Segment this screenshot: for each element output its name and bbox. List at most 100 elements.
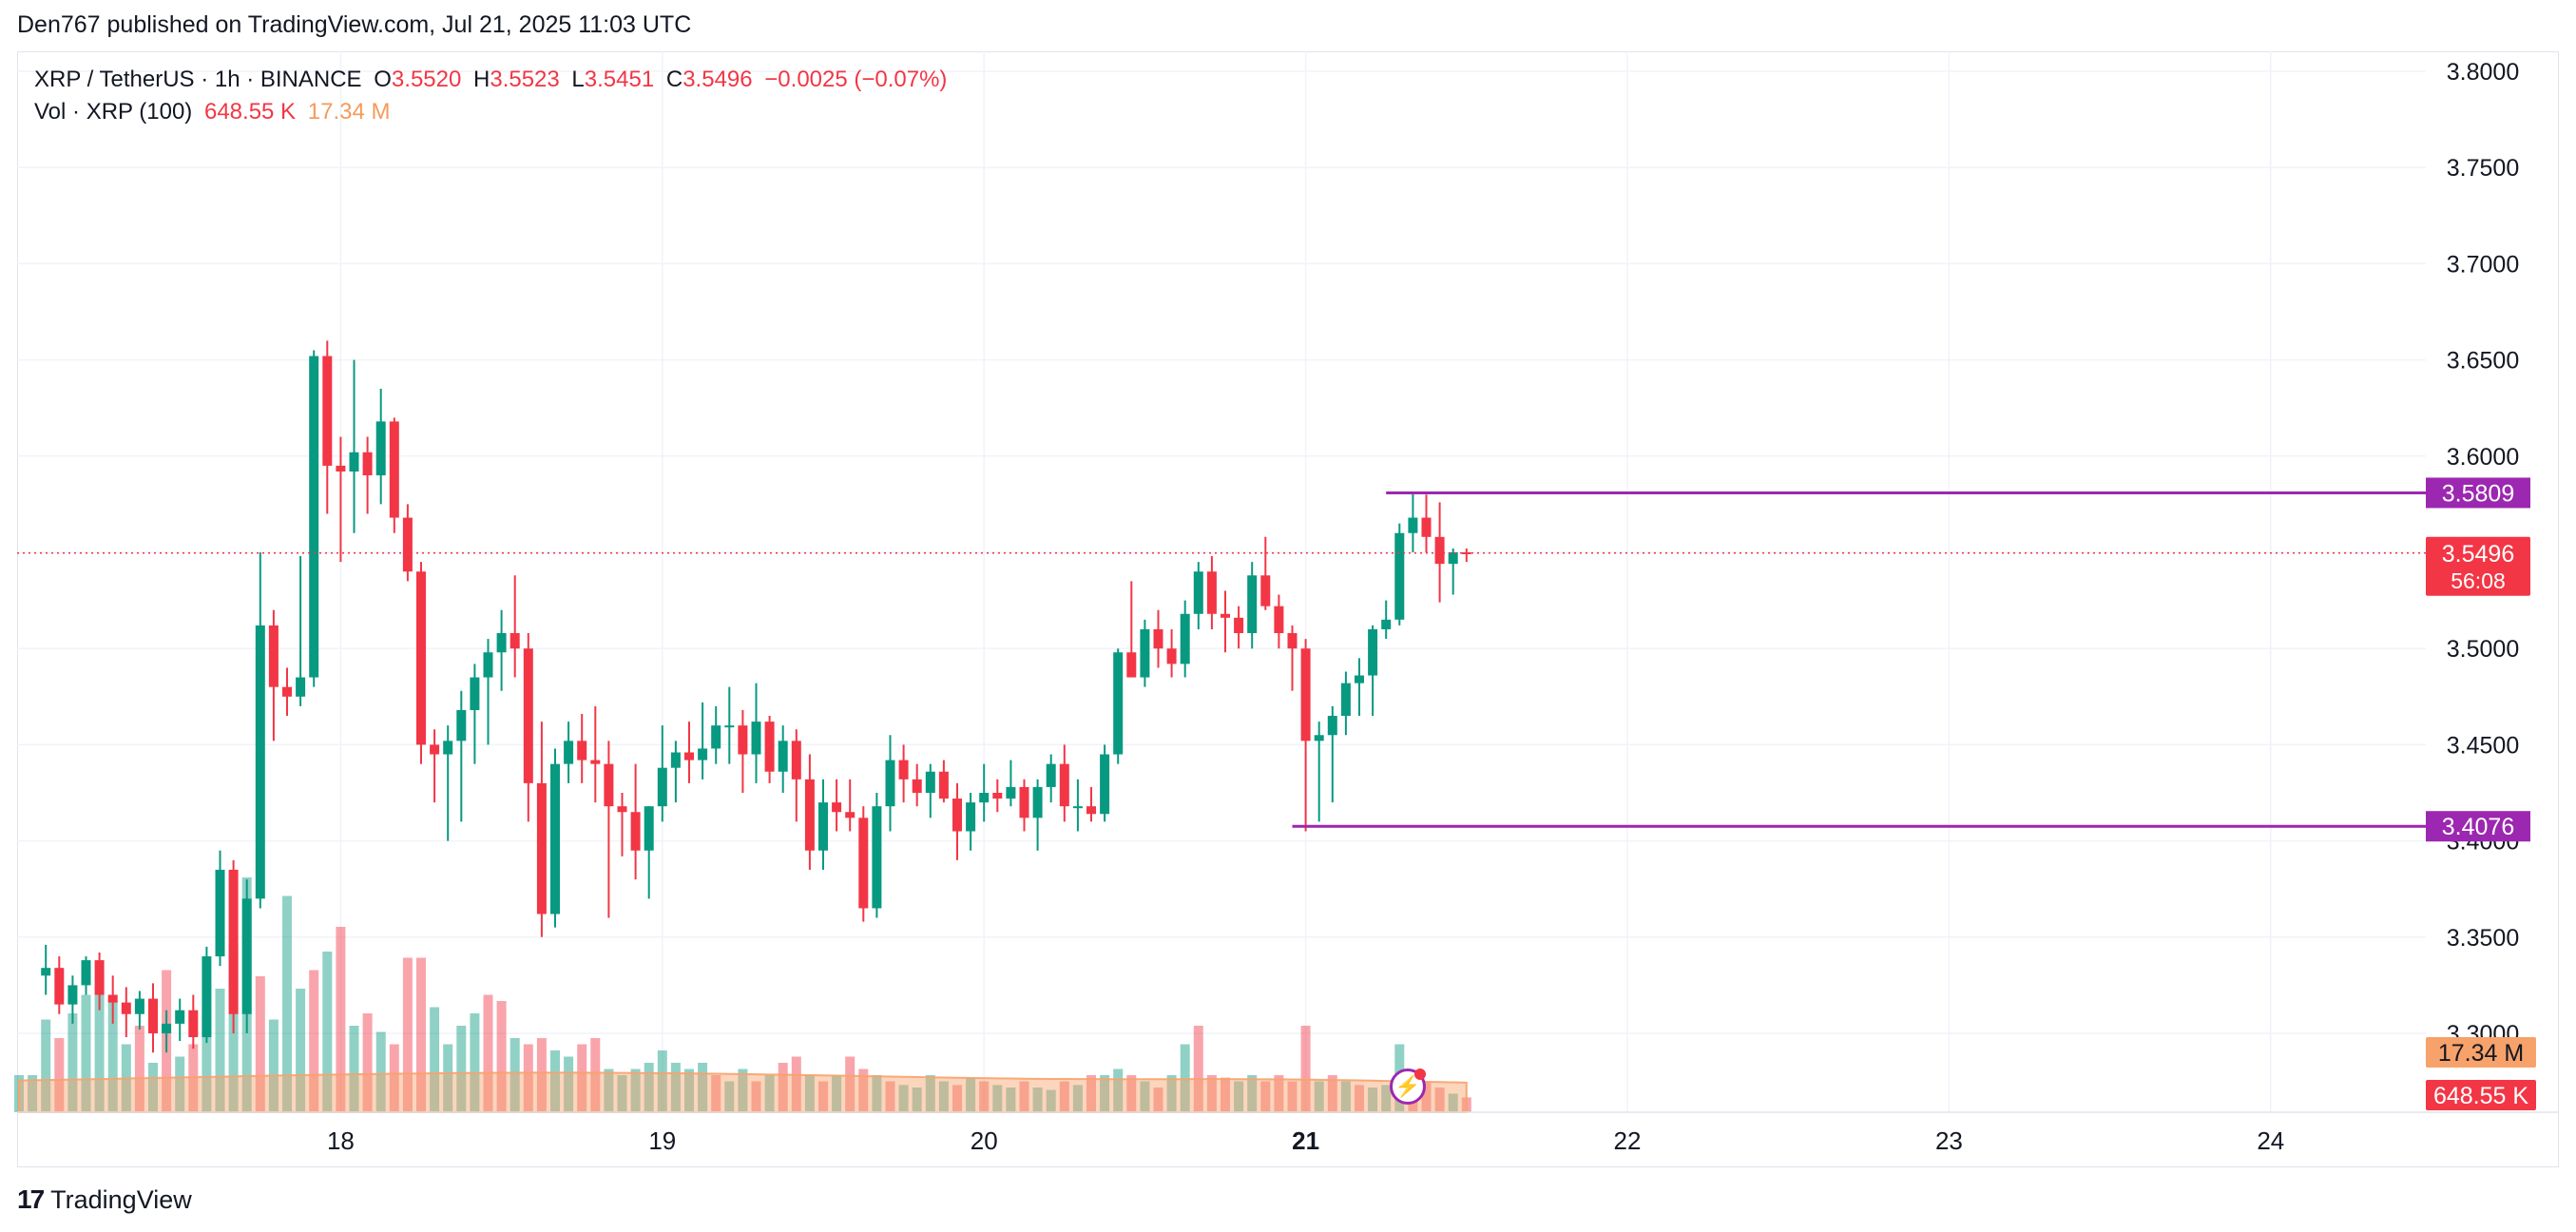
- candle-body: [1260, 575, 1271, 606]
- candle-body: [711, 725, 721, 749]
- price-tick-label: 3.6500: [2447, 348, 2519, 375]
- volume-bar: [1206, 1075, 1217, 1112]
- volume-bar: [550, 1050, 560, 1112]
- legend-high: 3.5523: [490, 67, 560, 92]
- candle-body: [375, 421, 386, 476]
- candle-body: [751, 722, 761, 755]
- candle-body: [1059, 763, 1069, 807]
- candle-body: [456, 709, 467, 741]
- candle-body: [175, 1010, 185, 1024]
- volume-bar: [1314, 1081, 1324, 1112]
- candle-body: [1340, 683, 1351, 717]
- level-price-label: 3.4076: [2442, 814, 2514, 840]
- grid: [17, 51, 2426, 1112]
- volume-bar: [604, 1068, 614, 1112]
- volume-bar: [832, 1075, 842, 1112]
- volume-bar: [630, 1068, 641, 1112]
- volume-bar: [282, 895, 292, 1112]
- volume-bar: [536, 1038, 547, 1112]
- volume-bar: [523, 1044, 533, 1112]
- volume-bar: [804, 1075, 815, 1112]
- candle-body: [952, 799, 962, 832]
- candle-body: [67, 985, 78, 1005]
- volume-bar: [912, 1088, 922, 1112]
- candle-body: [54, 968, 65, 1005]
- candle-body: [188, 1010, 199, 1038]
- candle-body: [309, 356, 319, 678]
- price-tick-label: 3.8000: [2447, 59, 2519, 86]
- candle-body: [241, 898, 252, 1014]
- candle-body: [202, 956, 212, 1038]
- volume-bar: [952, 1085, 962, 1112]
- volume-bar: [1072, 1085, 1083, 1112]
- candle-body: [1032, 786, 1043, 818]
- candle-body: [845, 812, 855, 818]
- volume-bar: [698, 1063, 708, 1112]
- time-tick-label: 20: [971, 1126, 998, 1155]
- candle-body: [1006, 786, 1016, 799]
- candle-body: [979, 793, 990, 803]
- legend-high-label: H: [473, 67, 490, 92]
- volume-bar: [1287, 1081, 1298, 1112]
- candle-body: [1274, 606, 1284, 634]
- volume-bar: [1032, 1088, 1043, 1112]
- volume-bar: [81, 994, 91, 1112]
- tradingview-mark-icon: 17: [17, 1184, 45, 1214]
- candle-body: [1166, 648, 1177, 664]
- legend-low: 3.5451: [584, 67, 655, 92]
- volume-bar: [175, 1056, 185, 1112]
- last-price-tag: [2426, 536, 2530, 596]
- candle-body: [228, 869, 239, 1014]
- volume-bar: [416, 957, 426, 1112]
- candles: [41, 340, 1471, 1053]
- candle-body: [1421, 517, 1432, 537]
- volume-bar: [336, 927, 346, 1112]
- candle-body: [818, 802, 828, 851]
- volume-bar: [1046, 1089, 1056, 1112]
- volume-bar: [979, 1081, 990, 1112]
- volume-bar: [818, 1081, 828, 1112]
- volume-last-label: 648.55 K: [2433, 1083, 2528, 1109]
- candle-body: [1100, 754, 1110, 815]
- price-tick-label: 3.4500: [2447, 732, 2519, 759]
- volume-bar: [590, 1038, 601, 1112]
- candle-body: [1448, 552, 1458, 565]
- time-tick-label: 23: [1935, 1126, 1963, 1155]
- candle-body: [255, 625, 265, 899]
- price-tick-label: 3.6000: [2447, 444, 2519, 471]
- time-tick-label: 19: [648, 1126, 676, 1155]
- legend-low-label: L: [571, 67, 585, 92]
- volume-bar: [670, 1063, 681, 1112]
- volume-bar: [751, 1081, 761, 1112]
- candle-body: [684, 752, 694, 760]
- candle-body: [832, 802, 842, 813]
- candle-body: [1234, 617, 1244, 634]
- candle-body: [550, 763, 560, 914]
- candle-body: [1113, 652, 1124, 755]
- candle-body: [268, 625, 279, 687]
- candle-body: [402, 517, 413, 572]
- volume-ma-tag: [2426, 1037, 2536, 1068]
- legend-close-label: C: [665, 67, 683, 92]
- notification-dot: [1414, 1068, 1426, 1080]
- candle-body: [1046, 763, 1056, 787]
- legend-vol-label[interactable]: Vol · XRP (100): [34, 99, 193, 125]
- candle-body: [282, 686, 292, 697]
- candle-body: [670, 752, 681, 768]
- candle-body: [564, 741, 574, 764]
- candle-body: [1394, 532, 1405, 620]
- candle-body: [322, 356, 333, 466]
- volume-bar: [1247, 1075, 1258, 1112]
- candle-body: [134, 998, 144, 1014]
- volume-bar: [1006, 1088, 1016, 1112]
- legend-symbol[interactable]: XRP / TetherUS · 1h · BINANCE: [34, 67, 362, 92]
- volume-bar: [1234, 1081, 1244, 1112]
- candle-body: [1381, 619, 1392, 629]
- candle-body: [94, 960, 105, 995]
- volume-bar: [54, 1038, 65, 1112]
- legend-change: −0.0025 (−0.07%): [764, 67, 948, 92]
- tradingview-logo[interactable]: 17 TradingView: [17, 1184, 192, 1215]
- volume-bar: [148, 1063, 158, 1112]
- candle-body: [764, 722, 775, 772]
